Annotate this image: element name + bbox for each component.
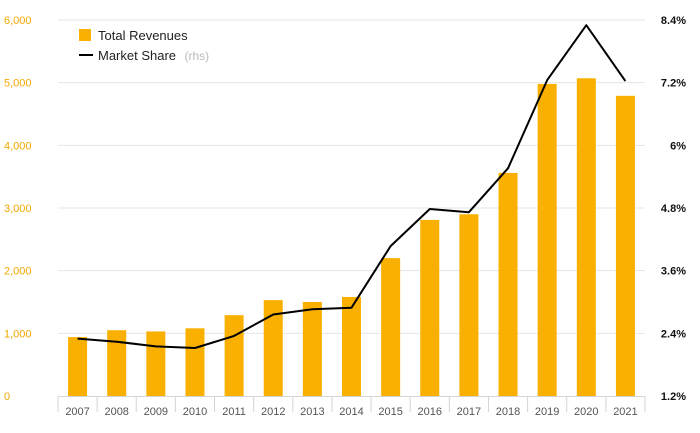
y-right-tick-label: 3.6% [661,266,686,278]
x-tick-label: 2017 [457,406,481,418]
x-tick-label: 2020 [574,406,598,418]
bar [459,214,479,396]
bar [224,315,244,396]
y-right-tick-label: 8.4% [661,15,686,27]
bar [537,83,557,397]
legend-label-total-revenues: Total Revenues [98,28,188,43]
y-right-tick-label: 7.2% [661,78,686,90]
bar [263,300,283,396]
x-tick-label: 2021 [613,406,637,418]
bar [615,95,635,397]
legend-label-market-share-suffix: (rhs) [185,49,210,63]
bar [302,302,322,396]
y-axis-left: 0 1,000 2,000 3,000 4,000 5,000 6,000 [4,15,32,403]
y-right-tick-label: 1.2% [661,391,686,403]
x-tick-label: 2015 [378,406,402,418]
x-tick-label: 2008 [104,406,128,418]
y-right-tick-label: 6% [670,140,686,152]
line-series [77,24,627,349]
x-tick-label: 2016 [418,406,442,418]
bar [381,258,401,396]
x-tick-label: 2018 [496,406,520,418]
x-tick-label: 2007 [65,406,89,418]
y-left-tick-label: 0 [4,391,10,403]
y-left-tick-label: 2,000 [4,266,32,278]
y-axis-right: 1.2% 2.4% 3.6% 4.8% 6% 7.2% 8.4% [661,15,686,403]
x-tick-label: 2019 [535,406,559,418]
x-tick-label: 2014 [339,406,363,418]
y-left-tick-label: 5,000 [4,78,32,90]
bar [107,330,127,396]
x-tick-label: 2012 [261,406,285,418]
x-tick-label: 2010 [183,406,207,418]
y-left-tick-label: 3,000 [4,203,32,215]
y-right-tick-label: 2.4% [661,328,686,340]
bar [185,328,205,396]
legend-swatch-total-revenues [79,29,91,41]
x-axis: 2007 2008 2009 2010 2011 2012 2013 2014 2015 2016… [57,396,646,418]
legend-label-market-share: Market Share (rhs) [98,47,209,64]
market-share-line [77,24,627,349]
y-left-tick-label: 6,000 [4,15,32,27]
y-right-tick-label: 4.8% [661,203,686,215]
legend-label-market-share-name: Market Share [98,48,176,63]
bar [576,78,596,396]
bar [498,172,518,396]
legend: Total Revenues Market Share (rhs) [79,28,209,64]
bar [68,337,88,396]
x-tick-label: 2011 [222,406,246,418]
bar [342,296,361,396]
y-left-tick-label: 4,000 [4,140,32,152]
bar-series [68,78,635,397]
bar [420,219,440,396]
x-tick-label: 2009 [144,406,168,418]
bar [146,331,166,396]
x-tick-label: 2013 [300,406,324,418]
y-left-tick-label: 1,000 [4,328,32,340]
